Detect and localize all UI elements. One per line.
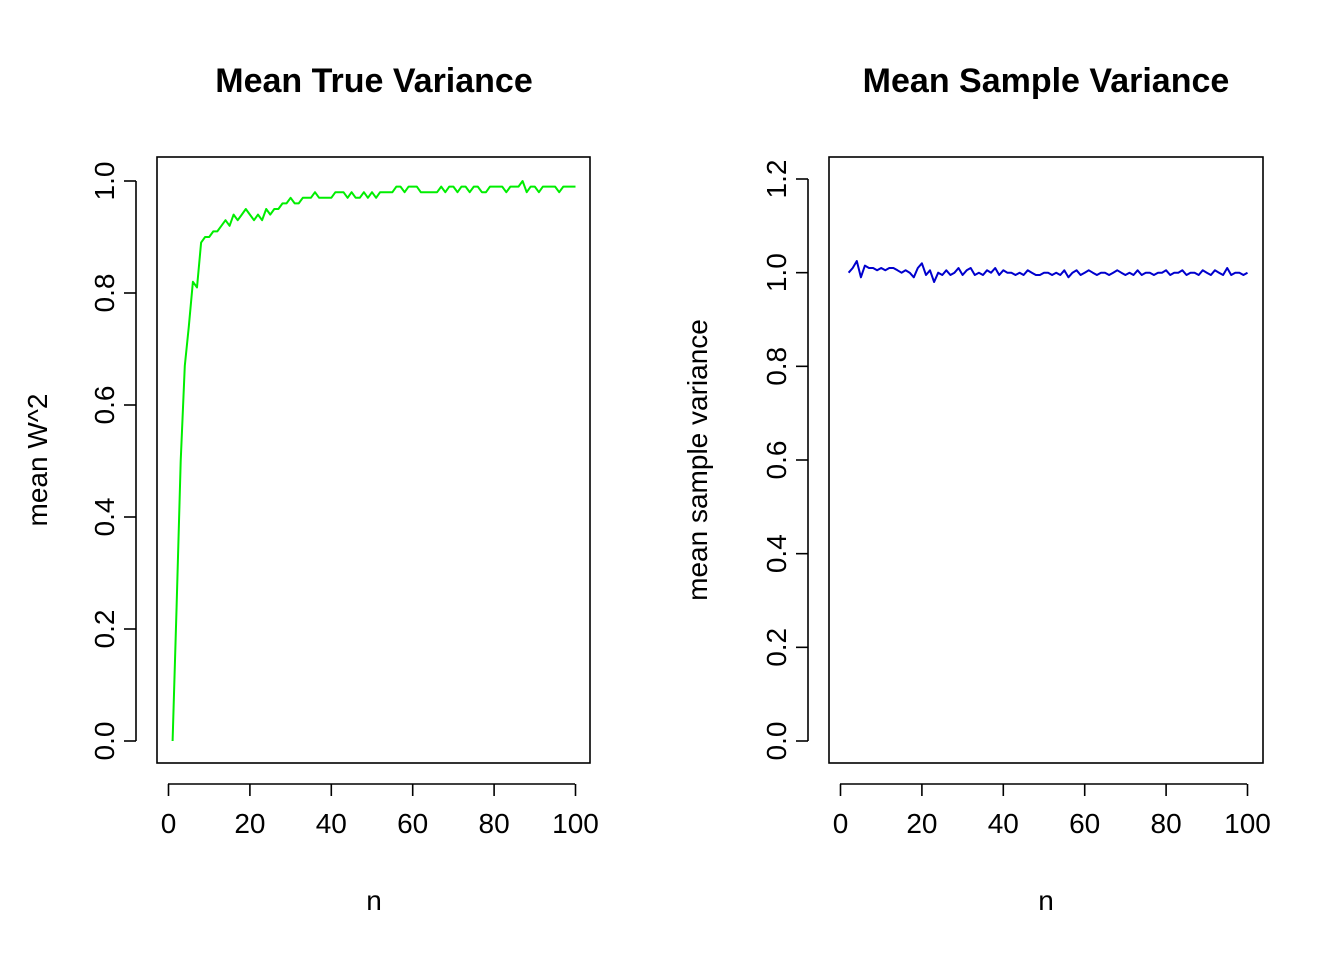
y-tick-label: 0.2 (761, 628, 792, 667)
y-tick-label: 0.6 (89, 386, 120, 425)
x-tick-label: 60 (1069, 808, 1100, 839)
y-tick-label: 1.2 (761, 160, 792, 199)
y-axis-label: mean W^2 (22, 394, 53, 527)
y-tick-label: 0.0 (761, 722, 792, 761)
x-tick-label: 0 (161, 808, 177, 839)
x-tick-label: 20 (234, 808, 265, 839)
x-axis-label: n (366, 885, 382, 916)
x-tick-label: 40 (988, 808, 1019, 839)
y-tick-label: 0.4 (89, 498, 120, 537)
series-line (847, 260, 1248, 283)
y-tick-label: 1.0 (89, 162, 120, 201)
x-tick-label: 80 (1151, 808, 1182, 839)
x-tick-label: 80 (479, 808, 510, 839)
y-ticks: 0.0 0.2 0.4 0.6 0.8 1.0 1.2 (761, 160, 808, 761)
y-axis-label: mean sample variance (682, 319, 713, 601)
y-tick-label: 0.4 (761, 534, 792, 573)
y-tick-label: 0.0 (89, 722, 120, 761)
chart-title: Mean Sample Variance (863, 62, 1230, 100)
x-ticks: 0 20 40 60 80 100 (833, 784, 1271, 839)
x-tick-label: 0 (833, 808, 849, 839)
x-tick-label: 100 (1224, 808, 1271, 839)
y-tick-label: 0.6 (761, 441, 792, 480)
x-ticks: 0 20 40 60 80 100 (161, 784, 599, 839)
chart-title: Mean True Variance (215, 62, 533, 100)
series-line (171, 180, 576, 742)
plot-frame (828, 156, 1264, 764)
plot-frame (156, 156, 591, 764)
x-tick-label: 100 (552, 808, 599, 839)
y-tick-label: 1.0 (761, 253, 792, 292)
y-tick-label: 0.8 (89, 274, 120, 313)
x-axis-label: n (1038, 885, 1054, 916)
x-tick-label: 60 (397, 808, 428, 839)
x-tick-label: 40 (316, 808, 347, 839)
x-tick-label: 20 (906, 808, 937, 839)
chart-mean-true-variance: Mean True Variance 0 20 40 60 80 100 0.00.20.… (22, 62, 599, 916)
chart-mean-sample-variance: Mean Sample Variance 0 20 40 60 80 100 0.0 0.2… (682, 62, 1271, 916)
y-tick-label: 0.8 (761, 347, 792, 386)
y-tick-label: 0.2 (89, 610, 120, 649)
y-ticks: 0.0 0.2 0.4 0.6 0.8 1.0 (89, 162, 136, 761)
